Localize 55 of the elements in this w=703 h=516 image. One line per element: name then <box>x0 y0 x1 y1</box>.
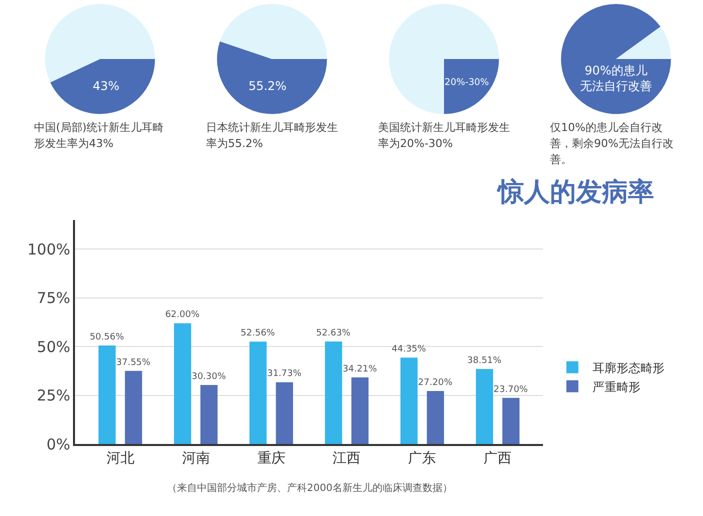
text: 美国统计新生儿耳畸形发生率为20%-30% <box>377 120 511 152</box>
bar <box>476 368 494 444</box>
bar <box>324 341 342 444</box>
slice-label: 20%-30% <box>444 76 490 88</box>
data-label: 50.56% <box>90 332 124 343</box>
pie-slice <box>50 59 155 114</box>
legend-label: 严重畸形 <box>592 380 640 394</box>
x-tick-label: 江西 <box>332 450 361 467</box>
pie-slice <box>616 26 671 59</box>
text: 仅10%的患儿会自行改善，剩余90%无法自行改善。 <box>549 120 674 168</box>
x-tick-label: 广西 <box>484 450 512 467</box>
y-tick-label: 100% <box>27 240 70 258</box>
pie-slice <box>45 4 155 82</box>
data-label: 23.70% <box>494 384 528 395</box>
bar <box>400 358 418 444</box>
text: 日本统计新生儿耳畸形发生率为55.2% <box>205 120 339 152</box>
bar <box>124 370 142 444</box>
x-tick-label: 河南 <box>182 450 210 467</box>
pie-slice <box>389 4 499 114</box>
x-tick-label: 重庆 <box>257 450 286 467</box>
y-tick-label: 75% <box>36 289 70 308</box>
data-label: 38.51% <box>467 356 502 366</box>
slice-label: 43% <box>92 79 120 94</box>
bar <box>426 391 444 444</box>
y-tick-label: 50% <box>36 338 70 356</box>
text: 中国(局部)统计新生儿耳畸形发生率为43% <box>33 120 165 152</box>
bar <box>502 398 520 444</box>
slice-label: 90%的患儿无法自行改善 <box>580 64 652 94</box>
bar <box>249 342 267 444</box>
bar <box>174 323 192 444</box>
bar <box>200 384 218 444</box>
data-label: 37.55% <box>116 358 151 368</box>
data-label: 27.20% <box>418 378 453 388</box>
data-label: 52.63% <box>316 328 351 338</box>
bar <box>351 377 369 444</box>
y-tick-label: 0% <box>46 435 70 454</box>
pie-slice <box>217 41 327 114</box>
data-label: 44.35% <box>392 344 426 355</box>
data-label: 62.00% <box>165 310 200 320</box>
chart-title: 惊人的发病率 <box>496 178 654 208</box>
legend-label: 耳廓形态畸形 <box>592 360 664 375</box>
y-tick-label: 25% <box>36 386 70 405</box>
pie-slice <box>561 4 671 114</box>
data-label: 30.30% <box>192 372 226 382</box>
pie-slice <box>220 4 327 59</box>
text: （来自中国部分城市产房、产科2000名新生儿的临床调查数据） <box>167 482 452 494</box>
slice-label: 55.2% <box>248 79 287 94</box>
data-label: 52.56% <box>240 328 276 339</box>
data-label: 34.21% <box>342 364 378 374</box>
pie-slice <box>444 59 499 114</box>
data-label: 31.73% <box>267 369 302 380</box>
bar <box>98 346 116 444</box>
bar <box>276 382 294 444</box>
x-tick-label: 广东 <box>408 450 436 467</box>
x-tick-label: 河北 <box>106 450 134 467</box>
